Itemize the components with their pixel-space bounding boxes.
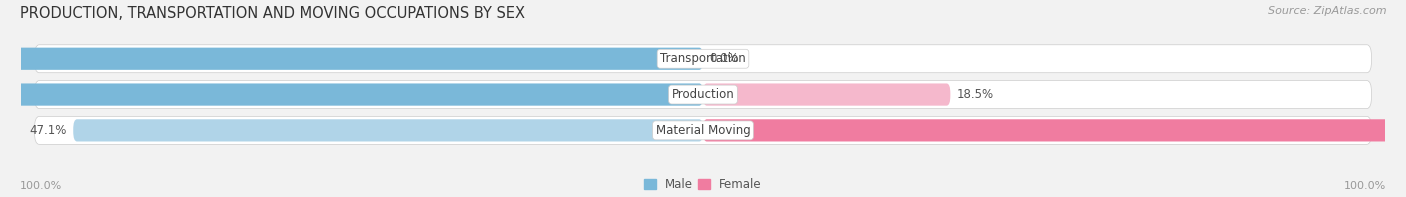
FancyBboxPatch shape <box>35 45 1371 73</box>
Text: 100.0%: 100.0% <box>1344 181 1386 191</box>
FancyBboxPatch shape <box>73 119 703 141</box>
Legend: Male, Female: Male, Female <box>644 178 762 191</box>
Text: 0.0%: 0.0% <box>710 52 740 65</box>
Text: 18.5%: 18.5% <box>957 88 994 101</box>
FancyBboxPatch shape <box>35 116 1371 144</box>
FancyBboxPatch shape <box>0 84 703 106</box>
Text: Transportation: Transportation <box>661 52 745 65</box>
Text: 100.0%: 100.0% <box>20 181 62 191</box>
Text: 47.1%: 47.1% <box>30 124 66 137</box>
Text: Material Moving: Material Moving <box>655 124 751 137</box>
FancyBboxPatch shape <box>703 84 950 106</box>
Text: PRODUCTION, TRANSPORTATION AND MOVING OCCUPATIONS BY SEX: PRODUCTION, TRANSPORTATION AND MOVING OC… <box>20 6 524 21</box>
Text: Production: Production <box>672 88 734 101</box>
FancyBboxPatch shape <box>0 48 703 70</box>
FancyBboxPatch shape <box>703 119 1406 141</box>
FancyBboxPatch shape <box>35 81 1371 109</box>
Text: Source: ZipAtlas.com: Source: ZipAtlas.com <box>1268 6 1386 16</box>
